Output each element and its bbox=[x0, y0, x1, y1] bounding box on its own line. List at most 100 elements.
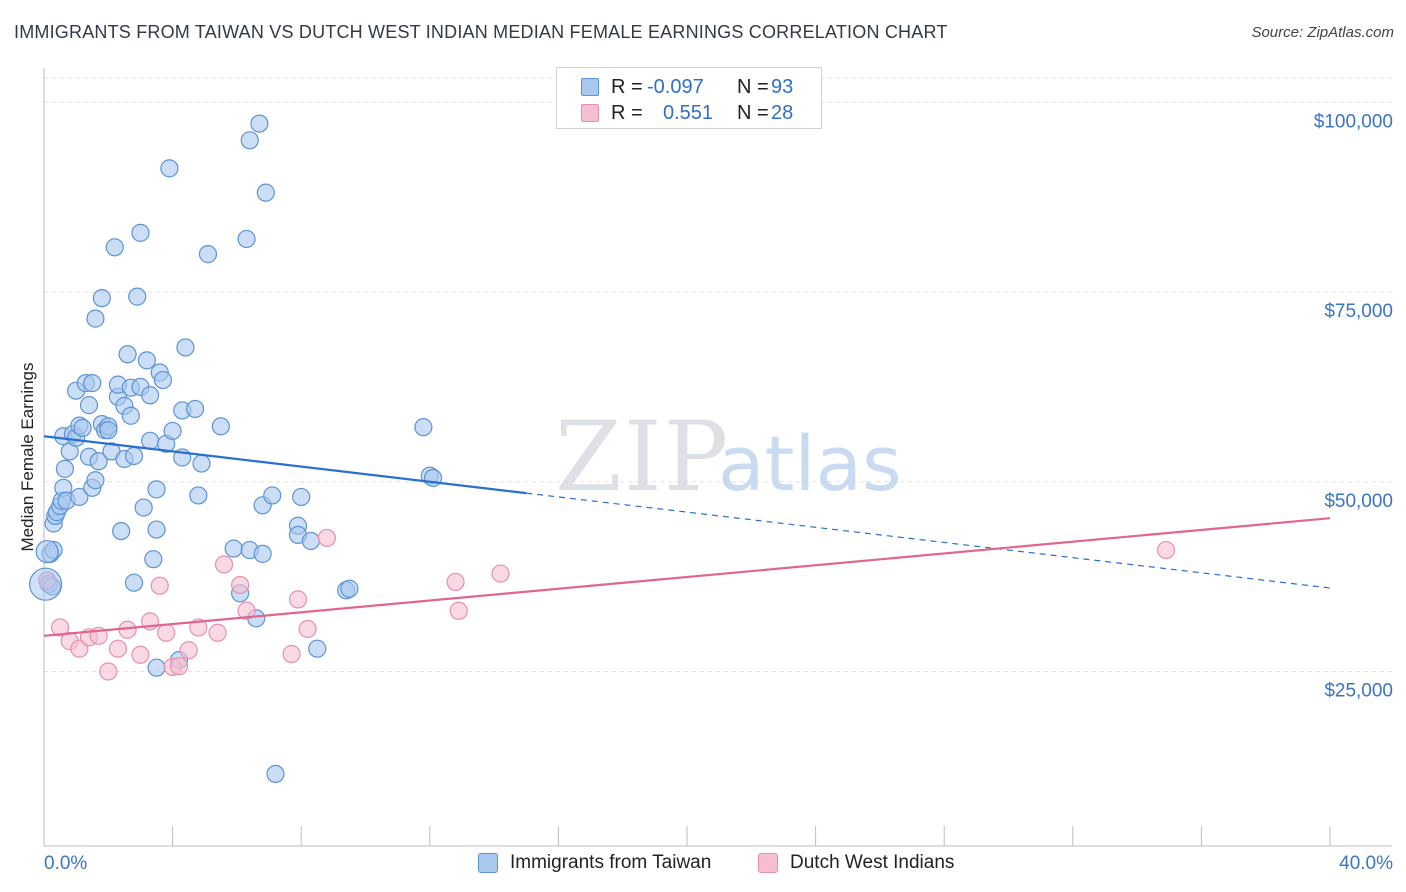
taiwan-point bbox=[414, 418, 433, 437]
watermark-atlas: atlas bbox=[718, 419, 902, 508]
taiwan-point bbox=[137, 351, 156, 370]
taiwan-point bbox=[144, 550, 163, 569]
taiwan-point-large bbox=[35, 539, 59, 564]
legend-r-value-taiwan: -0.097 bbox=[647, 76, 704, 98]
legend-swatch-taiwan bbox=[581, 78, 599, 96]
legend-r-label: R = bbox=[611, 76, 643, 98]
chart-title: IMMIGRANTS FROM TAIWAN VS DUTCH WEST IND… bbox=[14, 22, 948, 42]
bottom-label-taiwan: Immigrants from Taiwan bbox=[510, 852, 712, 873]
dwi-point bbox=[446, 572, 465, 592]
legend-n-label: N = bbox=[737, 76, 769, 98]
taiwan-point bbox=[140, 431, 160, 450]
dwi-point bbox=[208, 623, 227, 642]
y-tick-label: $75,000 bbox=[1324, 301, 1393, 322]
taiwan-point bbox=[240, 131, 259, 150]
x-tick-label-min: 0.0% bbox=[44, 853, 87, 874]
y-tick-label: $100,000 bbox=[1314, 111, 1393, 132]
taiwan-point bbox=[121, 406, 140, 425]
axis-layer bbox=[43, 68, 1392, 847]
taiwan-point bbox=[263, 486, 282, 505]
taiwan-point bbox=[250, 114, 269, 133]
y-tick-label: $25,000 bbox=[1324, 680, 1393, 701]
dwi-point bbox=[50, 618, 70, 637]
dwi-point bbox=[189, 618, 208, 637]
dwi-point bbox=[108, 639, 128, 658]
taiwan-point bbox=[79, 396, 99, 415]
taiwan-point bbox=[140, 386, 160, 405]
taiwan-point bbox=[266, 764, 285, 784]
taiwan-point bbox=[163, 421, 182, 441]
taiwan-point bbox=[124, 446, 144, 466]
taiwan-point bbox=[186, 399, 205, 419]
dwi-point bbox=[317, 528, 337, 548]
taiwan-point bbox=[176, 338, 195, 357]
dwi-point bbox=[491, 564, 510, 583]
dwi-point bbox=[214, 555, 234, 574]
legend-r-label: R = bbox=[611, 102, 643, 124]
dwi-point bbox=[1156, 540, 1176, 560]
dwi-point bbox=[449, 601, 468, 620]
label-layer: $25,000 $50,000 $75,000 $100,000 0.0% 40.0% Me… bbox=[18, 111, 1393, 874]
taiwan-point bbox=[340, 579, 359, 598]
source-credit: Source: ZipAtlas.com bbox=[1251, 24, 1394, 41]
legend-n-label: N = bbox=[737, 102, 769, 124]
bottom-label-dwi: Dutch West Indians bbox=[790, 852, 955, 873]
dwi-point bbox=[131, 645, 150, 664]
taiwan-point bbox=[256, 183, 275, 202]
taiwan-point bbox=[124, 573, 144, 592]
legend-swatch-dwi bbox=[581, 104, 599, 122]
taiwan-point bbox=[118, 345, 137, 364]
taiwan-point bbox=[73, 418, 92, 437]
taiwan-point bbox=[86, 471, 105, 490]
taiwan-point-large bbox=[29, 567, 63, 601]
taiwan-point bbox=[147, 480, 166, 499]
taiwan-point bbox=[153, 370, 173, 390]
taiwan-point bbox=[292, 487, 311, 507]
taiwan-point bbox=[70, 487, 89, 507]
y-tick-label: $50,000 bbox=[1324, 491, 1393, 512]
dwi-point bbox=[99, 662, 118, 681]
dwi-point bbox=[282, 644, 301, 664]
taiwan-trend-line bbox=[43, 435, 527, 495]
taiwan-point bbox=[253, 544, 272, 563]
watermark-zip: ZIP bbox=[555, 401, 730, 513]
taiwan-point bbox=[128, 287, 147, 306]
taiwan-point bbox=[134, 498, 153, 517]
bottom-swatch-taiwan bbox=[478, 853, 498, 873]
taiwan-point bbox=[192, 454, 211, 473]
dwi-point bbox=[169, 657, 189, 676]
dwi-point bbox=[157, 623, 176, 642]
dwi-point bbox=[150, 576, 169, 595]
dwi-point bbox=[298, 619, 317, 639]
taiwan-trend-extension bbox=[526, 492, 1331, 589]
taiwan-point bbox=[99, 421, 118, 440]
taiwan-point bbox=[160, 159, 179, 178]
correlation-legend: R = -0.097 N = 93 R = 0.551 N = 28 bbox=[556, 67, 822, 129]
dwi-point bbox=[288, 590, 308, 609]
dwi-point bbox=[231, 575, 250, 595]
legend-r-value-dwi: 0.551 bbox=[663, 102, 714, 124]
legend-n-value-dwi: 28 bbox=[771, 102, 794, 124]
taiwan-point bbox=[224, 539, 243, 558]
taiwan-point bbox=[308, 639, 327, 658]
y-axis-title: Median Female Earnings bbox=[18, 363, 37, 552]
taiwan-point bbox=[55, 459, 74, 478]
taiwan-point bbox=[131, 223, 150, 242]
taiwan-point bbox=[112, 521, 131, 541]
taiwan-point bbox=[89, 452, 108, 471]
watermark: ZIP atlas bbox=[555, 401, 902, 513]
taiwan-point bbox=[83, 374, 102, 393]
taiwan-point bbox=[147, 520, 166, 539]
taiwan-point bbox=[86, 309, 105, 328]
taiwan-point bbox=[105, 238, 124, 257]
taiwan-point bbox=[211, 417, 230, 436]
x-tick-label-max: 40.0% bbox=[1339, 853, 1393, 874]
dwi-trend-line bbox=[43, 517, 1331, 637]
dwi-point bbox=[237, 601, 256, 620]
dwi-point bbox=[179, 641, 198, 660]
taiwan-point bbox=[92, 289, 111, 308]
taiwan-point bbox=[189, 486, 208, 505]
legend-n-value-taiwan: 93 bbox=[771, 76, 794, 98]
taiwan-point bbox=[237, 229, 256, 249]
